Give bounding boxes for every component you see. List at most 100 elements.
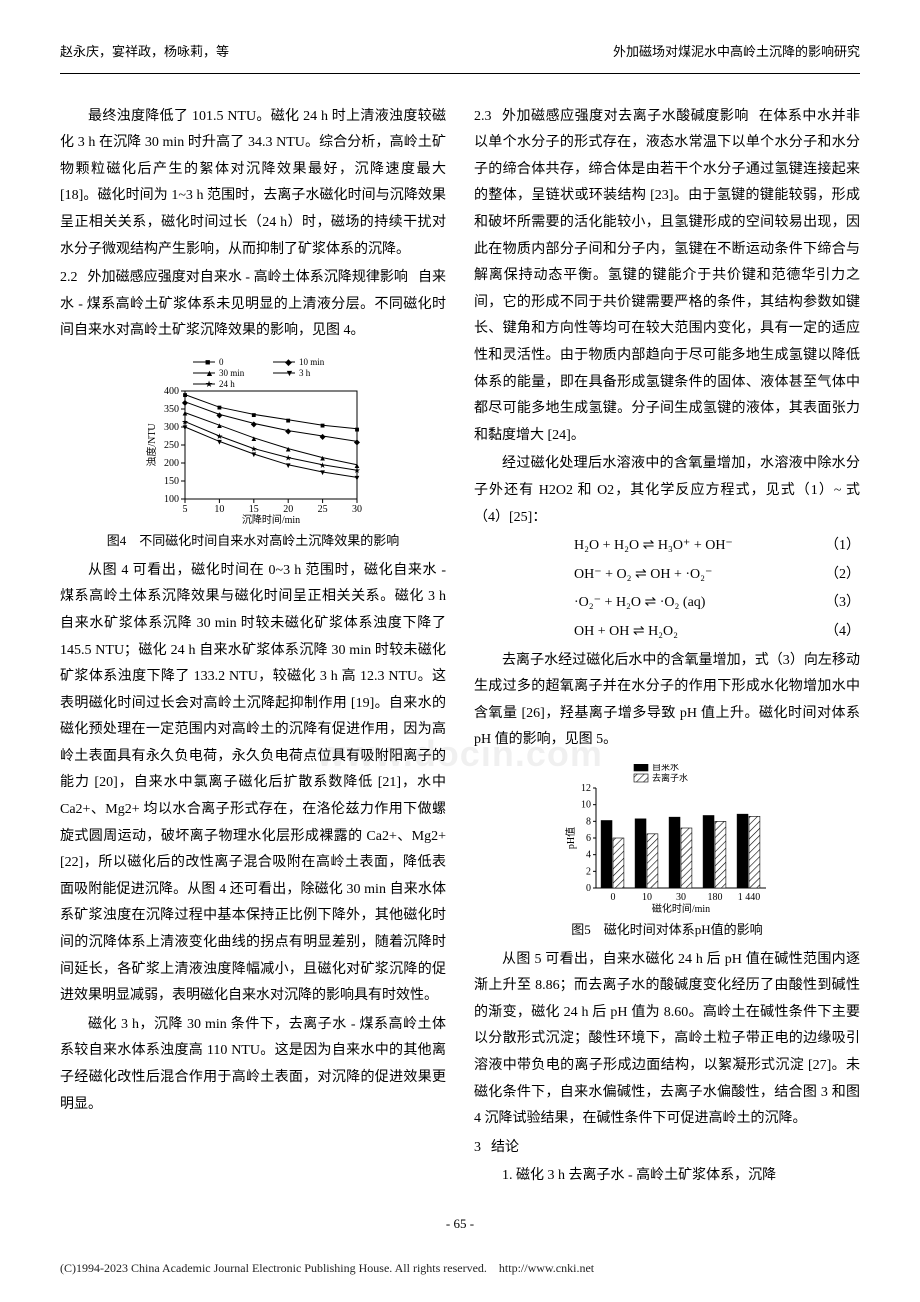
right-column: 2.3 外加磁感应强度对去离子水酸碱度影响在体系中水并非以单个水分子的形式存在，液… — [474, 104, 860, 1192]
paragraph: 最终浊度降低了 101.5 NTU。磁化 24 h 时上清液浊度较磁化 3 h … — [60, 104, 446, 264]
svg-text:20: 20 — [283, 504, 293, 515]
equation-body: ·O₂⁻ + H₂O ⇌ ·O₂ (aq) — [574, 590, 705, 617]
svg-text:400: 400 — [164, 386, 179, 397]
page-number: - 65 - — [60, 1212, 860, 1237]
paragraph: 去离子水经过磁化后水中的含氧量增加，式（3）向左移动生成过多的超氧离子并在水分子… — [474, 648, 860, 754]
bar-chart-icon: 0 2 4 6 8 10 12 pH值磁化时间/min 0 10 30 180 1 440 自来水去离子水 — [562, 764, 772, 914]
svg-text:25: 25 — [318, 504, 328, 515]
equation-number: （3） — [825, 590, 860, 617]
svg-text:■: ■ — [251, 410, 256, 419]
svg-text:去离子水: 去离子水 — [652, 772, 688, 783]
equation-body: H₂O + H₂O ⇌ H₃O⁺ + OH⁻ — [574, 533, 733, 560]
equation-body: OH⁻ + O₂ ⇌ OH + ·O₂⁻ — [574, 562, 712, 589]
svg-text:◆: ◆ — [182, 398, 189, 407]
section-2-2: 2.2外加磁感应强度对自来水 - 高岭土体系沉降规律影响自来水 - 煤系高岭土矿… — [60, 265, 446, 345]
paragraph: 经过磁化处理后水溶液中的含氧量增加，水溶液中除水分子外还有 H2O2 和 O2，… — [474, 451, 860, 531]
svg-text:浊度/NTU: 浊度/NTU — [145, 423, 158, 467]
paragraph: 磁化 3 h，沉降 30 min 条件下，去离子水 - 煤系高岭土体系较自来水体… — [60, 1012, 446, 1118]
svg-text:◆: ◆ — [354, 437, 361, 446]
svg-text:★: ★ — [353, 466, 360, 475]
svg-text:30: 30 — [676, 892, 686, 903]
svg-text:▲: ▲ — [215, 421, 223, 430]
svg-text:4: 4 — [586, 850, 591, 861]
svg-text:★: ★ — [250, 445, 257, 454]
section-title: 结论 — [491, 1140, 519, 1155]
svg-text:沉降时间/min: 沉降时间/min — [242, 513, 300, 525]
svg-text:6: 6 — [586, 833, 591, 844]
left-column: 最终浊度降低了 101.5 NTU。磁化 24 h 时上清液浊度较磁化 3 h … — [60, 104, 446, 1192]
conclusion-item: 1. 磁化 3 h 去离子水 - 高岭土矿浆体系，沉降 — [474, 1163, 860, 1190]
svg-text:◆: ◆ — [251, 419, 258, 428]
svg-text:30 min: 30 min — [219, 368, 245, 378]
page-root: www.docin.com 赵永庆，宴祥政，杨咏莉，等 外加磁场对煤泥水中高岭土… — [60, 20, 860, 1279]
svg-text:pH值: pH值 — [564, 827, 577, 849]
header-right: 外加磁场对煤泥水中高岭土沉降的影响研究 — [613, 40, 860, 65]
section-number: 3 — [474, 1140, 481, 1155]
svg-text:10: 10 — [214, 504, 224, 515]
svg-text:30: 30 — [352, 504, 362, 515]
svg-text:180: 180 — [708, 892, 723, 903]
section-number: 2.2 — [60, 270, 78, 285]
equation-body: OH + OH ⇌ H₂O₂ — [574, 619, 678, 646]
svg-text:300: 300 — [164, 422, 179, 433]
section-title: 外加磁感应强度对自来水 - 高岭土体系沉降规律影响 — [88, 270, 408, 285]
figure-4-caption: 图4 不同磁化时间自来水对高岭土沉降效果的影响 — [107, 529, 400, 554]
svg-text:10: 10 — [581, 800, 591, 811]
svg-text:◆: ◆ — [216, 410, 223, 419]
svg-text:250: 250 — [164, 440, 179, 451]
svg-text:8: 8 — [586, 816, 591, 827]
equation-4: OH + OH ⇌ H₂O₂ （4） — [474, 619, 860, 646]
section-title: 外加磁感应强度对去离子水酸碱度影响 — [502, 109, 749, 124]
svg-text:★: ★ — [181, 418, 188, 427]
section-2-3: 2.3 外加磁感应强度对去离子水酸碱度影响在体系中水并非以单个水分子的形式存在，液… — [474, 104, 860, 450]
running-header: 赵永庆，宴祥政，杨咏莉，等 外加磁场对煤泥水中高岭土沉降的影响研究 — [60, 20, 860, 74]
figure-5: 0 2 4 6 8 10 12 pH值磁化时间/min 0 10 30 180 1 440 自来水去离子水… — [474, 764, 860, 943]
svg-text:100: 100 — [164, 494, 179, 505]
line-chart-icon: 5 10 15 20 25 30 100 150 200 250 300 350 400 沉降时间/min… — [143, 355, 363, 525]
svg-text:24 h: 24 h — [219, 379, 235, 389]
svg-text:自来水: 自来水 — [652, 764, 679, 772]
svg-text:200: 200 — [164, 458, 179, 469]
equation-number: （1） — [825, 533, 860, 560]
svg-text:■: ■ — [355, 425, 360, 434]
two-column-layout: 最终浊度降低了 101.5 NTU。磁化 24 h 时上清液浊度较磁化 3 h … — [60, 104, 860, 1192]
equation-number: （4） — [825, 619, 860, 646]
paragraph: 从图 4 可看出，磁化时间在 0~3 h 范围时，磁化自来水 - 煤系高岭土体系… — [60, 558, 446, 1010]
svg-text:◆: ◆ — [285, 427, 292, 436]
section-runin: 在体系中水并非以单个水分子的形式存在，液态水常温下以单个水分子和水分子的缔合体共… — [474, 109, 860, 443]
svg-text:★: ★ — [216, 432, 223, 441]
figure-4: 5 10 15 20 25 30 100 150 200 250 300 350 400 沉降时间/min… — [60, 355, 446, 554]
section-3: 3 结论 — [474, 1135, 860, 1162]
svg-text:10 min: 10 min — [299, 357, 325, 367]
svg-text:▲: ▲ — [284, 445, 292, 454]
svg-text:0: 0 — [219, 357, 224, 367]
svg-text:★: ★ — [285, 454, 292, 463]
svg-text:10: 10 — [642, 892, 652, 903]
equation-3: ·O₂⁻ + H₂O ⇌ ·O₂ (aq) （3） — [474, 590, 860, 617]
header-left: 赵永庆，宴祥政，杨咏莉，等 — [60, 40, 229, 65]
svg-text:▲: ▲ — [250, 434, 258, 443]
section-number: 2.3 — [474, 109, 492, 124]
svg-text:5: 5 — [183, 504, 188, 515]
svg-text:0: 0 — [586, 883, 591, 894]
svg-text:2: 2 — [586, 866, 591, 877]
svg-text:15: 15 — [249, 504, 259, 515]
svg-text:1 440: 1 440 — [738, 892, 761, 903]
svg-text:■: ■ — [320, 421, 325, 430]
svg-text:◆: ◆ — [320, 432, 327, 441]
equation-2: OH⁻ + O₂ ⇌ OH + ·O₂⁻ （2） — [474, 562, 860, 589]
svg-text:★: ★ — [319, 461, 326, 470]
copyright-footer: (C)1994-2023 China Academic Journal Elec… — [60, 1257, 860, 1280]
svg-text:3 h: 3 h — [299, 368, 311, 378]
figure-5-caption: 图5 磁化时间对体系pH值的影响 — [571, 918, 762, 943]
equation-1: H₂O + H₂O ⇌ H₃O⁺ + OH⁻ （1） — [474, 533, 860, 560]
equation-number: （2） — [825, 562, 860, 589]
svg-text:磁化时间/min: 磁化时间/min — [652, 902, 710, 914]
paragraph: 从图 5 可看出，自来水磁化 24 h 后 pH 值在碱性范围内逐渐上升至 8.… — [474, 947, 860, 1133]
svg-text:▲: ▲ — [181, 409, 189, 418]
svg-text:■: ■ — [286, 416, 291, 425]
svg-text:0: 0 — [611, 892, 616, 903]
svg-text:350: 350 — [164, 404, 179, 415]
svg-text:150: 150 — [164, 476, 179, 487]
svg-text:12: 12 — [581, 783, 591, 794]
